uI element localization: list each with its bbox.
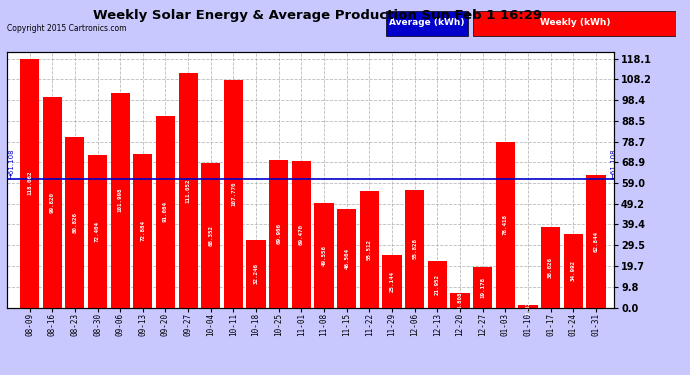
Bar [156, 116, 175, 308]
Text: 34.992: 34.992 [571, 260, 576, 281]
Text: Average (kWh): Average (kWh) [389, 18, 465, 27]
Text: 19.178: 19.178 [480, 277, 485, 298]
FancyBboxPatch shape [386, 11, 468, 36]
Text: 101.998: 101.998 [118, 188, 123, 212]
Text: 21.952: 21.952 [435, 274, 440, 295]
Bar [224, 80, 243, 308]
Bar [359, 190, 379, 308]
Bar [246, 240, 266, 308]
Text: 99.820: 99.820 [50, 192, 55, 213]
Text: 55.828: 55.828 [412, 238, 417, 259]
Bar [20, 59, 39, 308]
Text: 72.884: 72.884 [140, 220, 146, 241]
Bar [586, 175, 606, 308]
Text: 68.352: 68.352 [208, 225, 213, 246]
Text: 1.030: 1.030 [526, 298, 531, 315]
Text: Weekly Solar Energy & Average Production Sun Feb 1 16:29: Weekly Solar Energy & Average Production… [93, 9, 542, 22]
Text: →61.108: →61.108 [8, 148, 14, 179]
Text: 118.062: 118.062 [27, 171, 32, 195]
Text: 32.246: 32.246 [254, 263, 259, 284]
Text: Copyright 2015 Cartronics.com: Copyright 2015 Cartronics.com [7, 24, 126, 33]
Text: 107.770: 107.770 [231, 182, 236, 206]
Text: 25.144: 25.144 [390, 270, 395, 291]
Text: 91.064: 91.064 [163, 201, 168, 222]
Bar [405, 190, 424, 308]
Text: ←61.108: ←61.108 [611, 148, 617, 179]
Text: 38.026: 38.026 [548, 257, 553, 278]
Bar [495, 142, 515, 308]
Bar [43, 97, 62, 308]
Bar [541, 227, 560, 308]
Text: 80.826: 80.826 [72, 212, 77, 233]
Bar [428, 261, 447, 308]
FancyBboxPatch shape [473, 11, 676, 36]
Text: Weekly (kWh): Weekly (kWh) [540, 18, 610, 27]
Text: 69.906: 69.906 [276, 224, 282, 245]
Text: 72.404: 72.404 [95, 221, 100, 242]
Bar [88, 155, 107, 308]
Text: 55.512: 55.512 [367, 238, 372, 260]
Bar [382, 255, 402, 308]
Bar [133, 154, 152, 308]
Bar [110, 93, 130, 308]
Bar [201, 164, 220, 308]
Text: 6.808: 6.808 [457, 292, 462, 309]
Text: 78.418: 78.418 [503, 214, 508, 236]
Bar [564, 234, 583, 308]
Bar [66, 137, 84, 308]
Bar [518, 305, 538, 308]
Bar [337, 209, 356, 308]
Bar [292, 161, 311, 308]
Text: 69.470: 69.470 [299, 224, 304, 245]
Text: 62.844: 62.844 [593, 231, 598, 252]
Bar [315, 203, 334, 308]
Text: 111.052: 111.052 [186, 178, 190, 203]
Bar [451, 293, 470, 308]
Text: 46.564: 46.564 [344, 248, 349, 269]
Bar [269, 160, 288, 308]
Text: 49.556: 49.556 [322, 245, 326, 266]
Bar [179, 74, 198, 308]
Bar [473, 267, 493, 308]
